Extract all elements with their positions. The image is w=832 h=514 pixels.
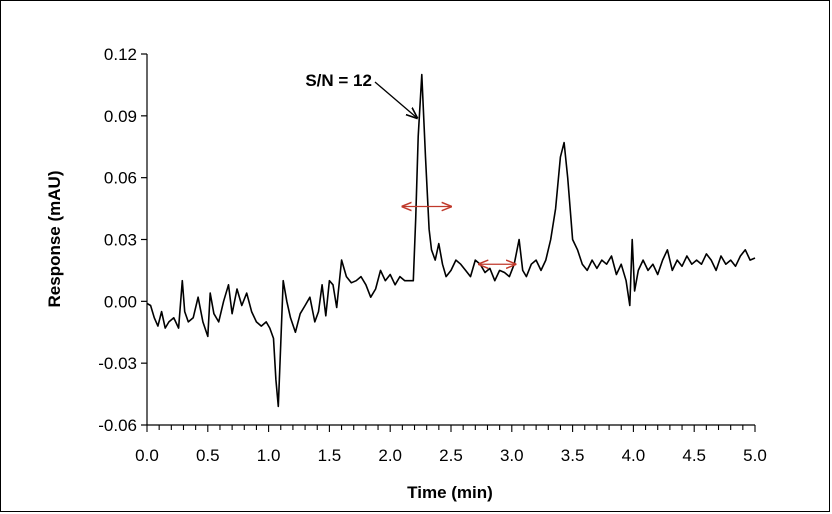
y-tick-label: 0.06: [104, 169, 137, 188]
y-tick-label: -0.06: [98, 416, 137, 435]
x-tick-label: 0.0: [135, 446, 159, 465]
x-axis-title: Time (min): [407, 483, 493, 502]
y-tick-label: -0.03: [98, 354, 137, 373]
y-tick-label: 0.09: [104, 107, 137, 126]
y-axis-title: Response (mAU): [45, 171, 64, 308]
x-tick-label: 1.0: [257, 446, 281, 465]
sn-annotation-label: S/N = 12: [305, 71, 372, 90]
series-line: [146, 73, 756, 408]
sn-annotation-arrow: [374, 81, 417, 118]
x-tick-label: 2.5: [439, 446, 463, 465]
y-axis-ticks: -0.06 -0.03 0.00 0.03 0.06 0.09 0.12: [98, 45, 147, 435]
x-tick-label: 4.0: [622, 446, 646, 465]
x-tick-label: 3.5: [561, 446, 585, 465]
x-tick-label: 0.5: [196, 446, 220, 465]
x-tick-label: 3.0: [500, 446, 524, 465]
x-tick-label: 1.5: [318, 446, 342, 465]
series-group: [146, 73, 756, 408]
x-tick-label: 5.0: [743, 446, 767, 465]
y-tick-label: 0.12: [104, 45, 137, 64]
y-tick-label: 0.00: [104, 292, 137, 311]
x-axis-ticks: 0.0 0.5 1.0 1.5 2.0 2.5 3.0 3.5 4.0 4.5 5.0: [135, 425, 767, 465]
annotations-group: S/N = 12: [305, 71, 515, 264]
x-tick-label: 2.0: [378, 446, 402, 465]
y-tick-label: 0.03: [104, 231, 137, 250]
x-tick-label: 4.5: [682, 446, 706, 465]
axes: [146, 54, 755, 426]
